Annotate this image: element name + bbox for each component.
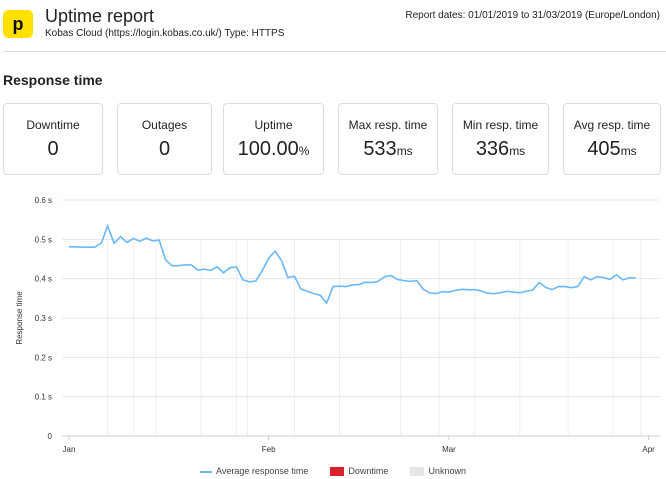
stat-label: Max resp. time xyxy=(348,118,428,132)
legend-swatch xyxy=(410,467,425,477)
stat-card: Downtime 0 xyxy=(3,103,103,175)
stat-card: Min resp. time 336ms xyxy=(452,103,549,175)
stat-number: 100.00 xyxy=(237,138,299,160)
y-axis-label: Response time xyxy=(15,291,24,345)
stat-value: 0 xyxy=(4,138,102,161)
stat-label: Avg resp. time xyxy=(573,118,651,132)
stat-card: Uptime 100.00% xyxy=(223,103,324,175)
stat-card: Outages 0 xyxy=(117,103,212,175)
legend-item[interactable]: Unknown xyxy=(410,466,466,477)
divider xyxy=(3,51,666,52)
y-tick-label: 0.6 s xyxy=(35,196,52,205)
stat-value: 405ms xyxy=(564,138,660,161)
stat-value: 100.00% xyxy=(224,138,323,161)
y-tick-label: 0.3 s xyxy=(35,314,52,323)
series-line xyxy=(69,223,636,305)
x-tick-label: Jan xyxy=(63,445,76,454)
y-tick-label: 0 xyxy=(48,432,53,441)
legend-swatch xyxy=(330,467,345,477)
monitor-subtitle: Kobas Cloud (https://login.kobas.co.uk/)… xyxy=(45,28,285,39)
stat-label: Uptime xyxy=(254,118,293,132)
stat-unit: ms xyxy=(620,144,637,158)
stat-number: 0 xyxy=(158,138,171,160)
stat-number: 533 xyxy=(363,138,397,160)
stat-number: 405 xyxy=(587,138,621,160)
stat-number: 336 xyxy=(475,138,510,160)
stat-number: 0 xyxy=(47,138,59,160)
report-dates: Report dates: 01/01/2019 to 31/03/2019 (… xyxy=(405,10,660,21)
stat-label: Min resp. time xyxy=(462,118,539,132)
legend-label: Downtime xyxy=(348,466,389,476)
stat-label: Downtime xyxy=(26,118,80,132)
stat-label: Outages xyxy=(141,118,188,132)
stat-card: Max resp. time 533ms xyxy=(338,103,438,175)
stat-unit: ms xyxy=(509,144,526,158)
x-tick-label: Apr xyxy=(642,445,655,454)
stat-card: Avg resp. time 405ms xyxy=(563,103,661,175)
y-tick-label: 0.4 s xyxy=(35,275,52,284)
chart-legend: Average response time Downtime Unknown xyxy=(0,466,666,477)
x-tick-label: Mar xyxy=(442,445,456,454)
legend-swatch xyxy=(200,470,213,473)
stat-value: 0 xyxy=(118,138,211,161)
legend-item[interactable]: Average response time xyxy=(200,466,308,476)
stat-value: 336ms xyxy=(453,138,548,161)
legend-label: Unknown xyxy=(428,466,466,476)
y-tick-label: 0.5 s xyxy=(35,235,52,244)
y-tick-label: 0.2 s xyxy=(35,353,52,362)
logo: p xyxy=(3,10,33,38)
stat-unit: ms xyxy=(396,144,413,158)
response-time-chart: 0 0.1 s 0.2 s 0.3 s 0.4 s 0.5 s 0.6 s Jan Feb Mar… xyxy=(15,196,660,454)
legend-item[interactable]: Downtime xyxy=(330,466,389,477)
section-title: Response time xyxy=(3,72,103,88)
stat-unit: % xyxy=(298,144,310,158)
legend-label: Average response time xyxy=(216,466,309,476)
page-title: Uptime report xyxy=(45,6,155,26)
stat-value: 533ms xyxy=(339,138,437,161)
x-tick-label: Feb xyxy=(262,445,276,454)
y-tick-label: 0.1 s xyxy=(35,393,52,402)
